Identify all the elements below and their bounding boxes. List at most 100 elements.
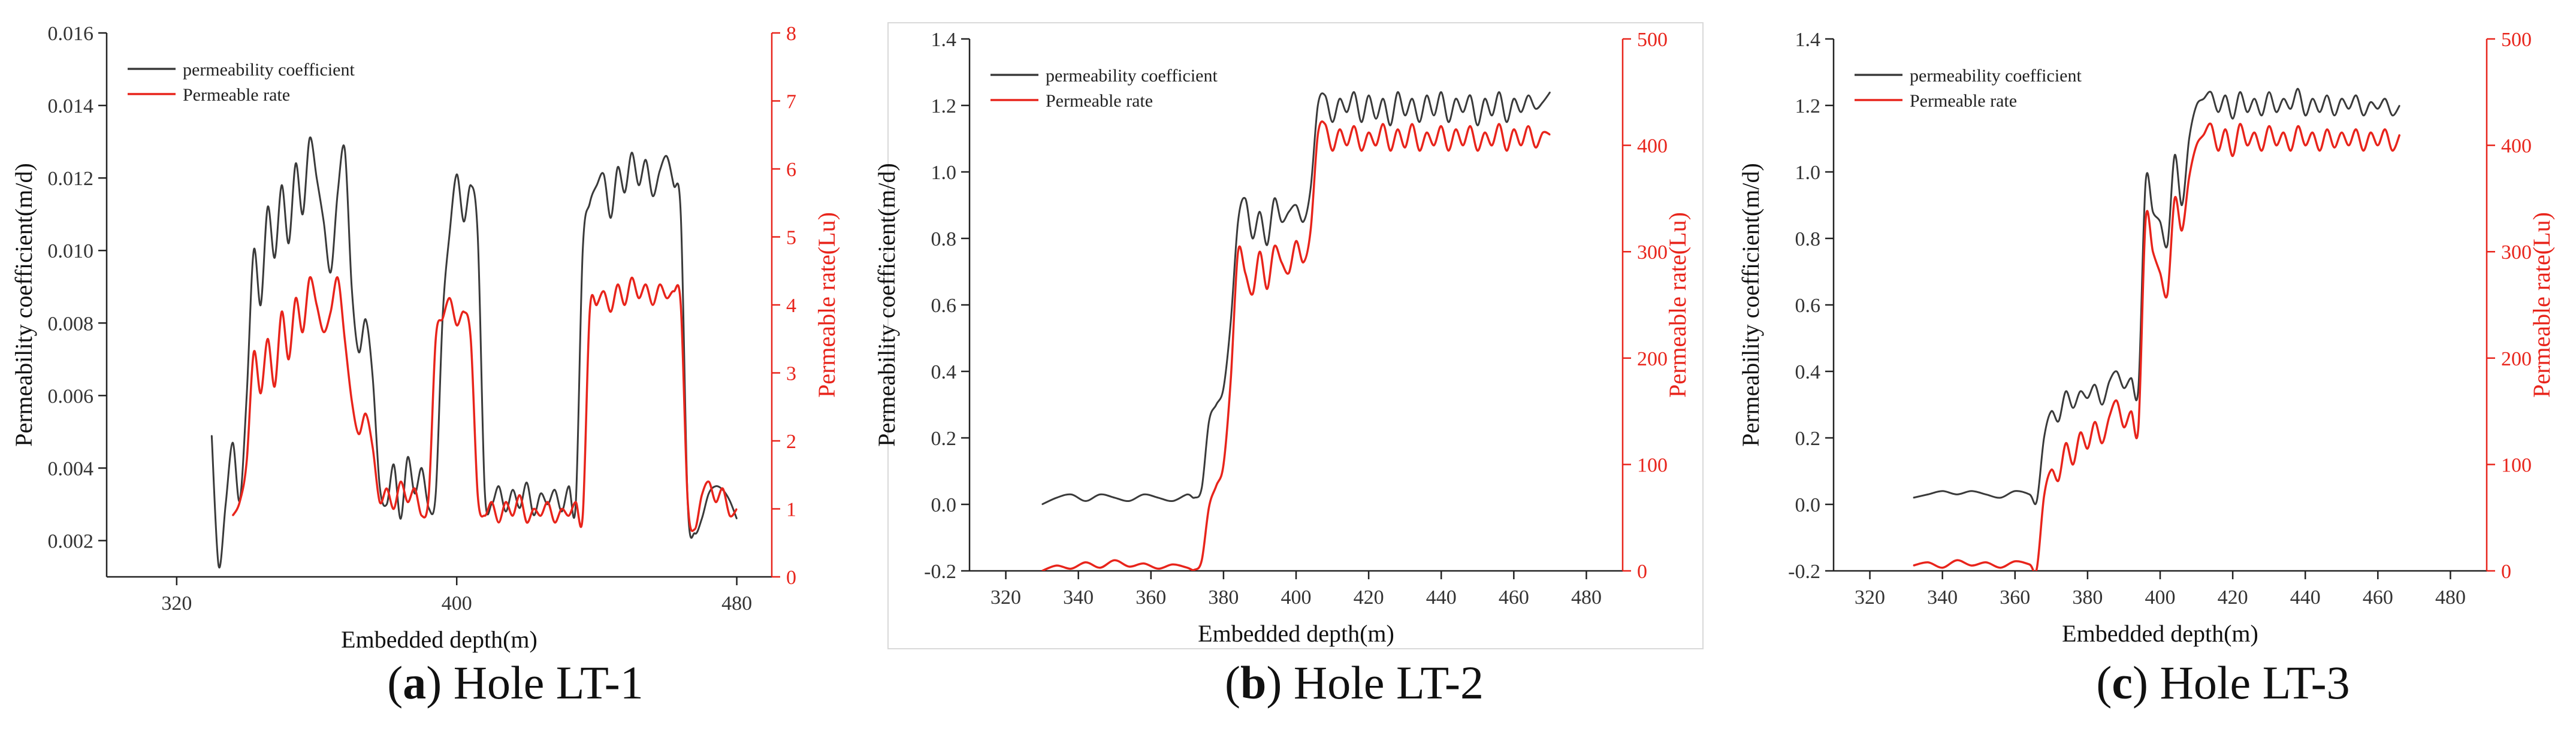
data-point	[2014, 491, 2016, 492]
data-point	[1440, 125, 1442, 127]
data-point	[561, 511, 563, 512]
data-point	[1354, 125, 1355, 127]
data-point	[1484, 132, 1485, 134]
y-tick-label: 0.0	[1795, 494, 1821, 516]
data-point	[2391, 150, 2393, 152]
data-point	[568, 515, 569, 516]
data-point	[246, 461, 247, 462]
data-point	[2399, 105, 2400, 106]
y-axis-label: Permeability coefficient(m/d)	[1737, 163, 1764, 447]
data-point	[2043, 437, 2045, 438]
data-point	[659, 284, 660, 285]
data-point	[1281, 221, 1282, 223]
data-point	[309, 277, 310, 279]
data-point	[1368, 95, 1369, 96]
data-point	[498, 522, 500, 523]
data-point	[2305, 114, 2306, 116]
data-point	[2254, 98, 2255, 99]
y2-tick-label: 6	[786, 159, 796, 181]
y2-tick-label: 8	[786, 23, 796, 45]
data-point	[442, 317, 443, 319]
data-point	[1346, 144, 1348, 146]
data-point	[1230, 320, 1231, 322]
data-point	[267, 338, 268, 340]
x-tick-label: 340	[1063, 586, 1094, 609]
y2-tick-label: 300	[1637, 241, 1668, 264]
data-point	[1426, 132, 1427, 134]
data-point	[652, 195, 654, 197]
data-point	[1324, 123, 1326, 125]
data-point	[2225, 129, 2226, 130]
data-point	[2174, 198, 2176, 199]
data-point	[449, 232, 451, 233]
data-point	[218, 565, 219, 567]
y-tick-label: 1.4	[931, 29, 957, 51]
data-point	[267, 206, 268, 208]
data-point	[1158, 497, 1159, 498]
data-point	[407, 456, 409, 458]
data-point	[708, 492, 709, 494]
data-point	[351, 400, 352, 401]
data-point	[2167, 294, 2168, 295]
data-point	[1368, 132, 1369, 134]
data-point	[1956, 559, 1958, 561]
data-point	[1382, 123, 1384, 125]
data-point	[1476, 150, 1478, 152]
data-point	[323, 331, 325, 333]
y-tick-label: 0.014	[48, 95, 94, 117]
data-point	[596, 304, 597, 305]
data-point	[1085, 500, 1086, 502]
data-point	[1172, 564, 1173, 565]
data-point	[1419, 121, 1420, 123]
data-point	[288, 243, 289, 244]
data-point	[1056, 565, 1058, 566]
data-point	[2188, 177, 2190, 178]
data-point	[2137, 427, 2139, 428]
data-point	[526, 482, 527, 483]
data-point	[1520, 111, 1522, 113]
x-tick-label: 420	[1354, 586, 1384, 609]
x-tick-label: 400	[1281, 586, 1312, 609]
y2-axis-label: Permeable rate(Lu)	[1664, 212, 1691, 398]
data-point	[1971, 565, 1972, 566]
x-tick-label: 380	[1208, 586, 1239, 609]
y2-tick-label: 200	[1637, 348, 1668, 370]
data-point	[1375, 118, 1377, 119]
data-point	[2130, 377, 2132, 379]
data-point	[400, 518, 401, 519]
panel-a-letter: a	[403, 657, 427, 709]
data-point	[1476, 125, 1478, 126]
data-point	[2072, 407, 2074, 409]
data-point	[1550, 92, 1551, 93]
data-point	[2261, 150, 2263, 152]
data-point	[337, 277, 339, 279]
data-point	[407, 501, 409, 503]
chart-panel-1: 320 400 4800.0020.0040.0060.0080.0100.0120…	[10, 23, 840, 653]
data-point	[1491, 114, 1493, 116]
series-permeability-coefficient	[1041, 91, 1551, 506]
panel-a-caption: (a) Hole LT-1	[387, 657, 644, 709]
panel-b-title: Hole LT-2	[1293, 657, 1484, 709]
data-point	[1390, 125, 1391, 126]
y2-tick-label: 200	[2501, 348, 2532, 370]
data-point	[379, 501, 380, 503]
data-point	[582, 515, 584, 516]
data-point	[736, 508, 738, 510]
data-point	[2160, 272, 2161, 274]
y2-tick-label: 400	[2501, 135, 2532, 158]
data-point	[1070, 568, 1072, 570]
data-point	[2058, 480, 2059, 481]
x-tick-label: 400	[2145, 586, 2176, 609]
data-point	[1331, 121, 1333, 123]
data-point	[1237, 221, 1239, 223]
data-point	[232, 515, 234, 516]
data-point	[1158, 568, 1159, 570]
data-point	[2377, 144, 2379, 146]
data-point	[680, 304, 681, 305]
data-point	[2348, 108, 2349, 110]
data-point	[1455, 129, 1457, 130]
y2-tick-label: 300	[2501, 241, 2532, 264]
data-point	[2181, 204, 2183, 206]
data-point	[2152, 251, 2154, 253]
